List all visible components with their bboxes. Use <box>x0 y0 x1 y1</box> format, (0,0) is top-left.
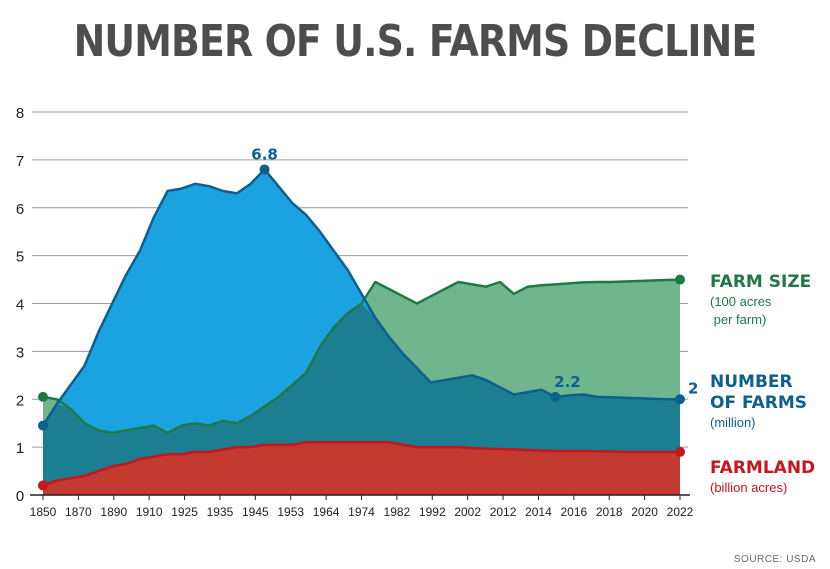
y-tick-label: 1 <box>16 440 24 457</box>
y-tick-label: 5 <box>16 249 24 266</box>
area-overlap <box>43 303 680 495</box>
marker-annotation <box>259 164 270 175</box>
legend-farms-sub: (million) <box>710 415 756 430</box>
legend-farm-size-sub1: (100 acres <box>710 294 772 309</box>
source-note: SOURCE: USDA <box>733 554 816 565</box>
y-tick-label: 4 <box>16 297 24 314</box>
chart-title: NUMBER OF U.S. FARMS DECLINE <box>73 16 758 67</box>
data-label: 6.8 <box>251 145 278 163</box>
legend-farm-size-sub2: per farm) <box>710 312 766 327</box>
x-tick-label: 2012 <box>490 505 517 519</box>
y-tick-label: 8 <box>16 105 24 122</box>
marker-farmland-start <box>38 480 48 491</box>
area-farmland <box>43 442 680 495</box>
x-tick-label: 1953 <box>277 505 304 519</box>
x-tick-label: 2016 <box>560 505 587 519</box>
marker-farms-start <box>38 420 48 431</box>
legend-farmland-title: FARMLAND <box>710 458 815 478</box>
legend: FARM SIZE (100 acres per farm) NUMBER OF… <box>710 272 815 495</box>
legend-farm-size-title: FARM SIZE <box>710 272 811 292</box>
x-tick-label: 1850 <box>30 505 57 519</box>
data-labels: 6.8 2.2 2 <box>251 145 698 397</box>
marker-farmland-end <box>675 446 685 457</box>
marker-farm-size-start <box>38 391 48 402</box>
x-tick-label: 1974 <box>348 505 375 519</box>
data-label: 2 <box>688 379 698 397</box>
line-farm_size <box>42 278 681 435</box>
y-tick-label: 6 <box>16 201 24 218</box>
x-tick-label: 1964 <box>313 505 340 519</box>
marker-annotation <box>550 391 561 402</box>
marker-farm-size-end <box>675 274 685 285</box>
x-tick-label: 2018 <box>596 505 623 519</box>
line-farms <box>41 168 680 427</box>
x-tick-label: 1992 <box>419 505 446 519</box>
chart-areas <box>43 169 680 495</box>
chart-markers <box>38 164 685 491</box>
x-tick-label: 1925 <box>171 505 198 519</box>
marker-farms-end <box>675 394 685 405</box>
legend-farmland-sub: (billion acres) <box>710 480 787 495</box>
x-tick-label: 1935 <box>207 505 234 519</box>
legend-farms-title: NUMBER <box>710 372 793 392</box>
x-tick-label: 2014 <box>525 505 552 519</box>
x-tick-label: 2002 <box>454 505 481 519</box>
x-tick-label: 1890 <box>100 505 127 519</box>
x-tick-label: 2022 <box>667 505 694 519</box>
x-tick-label: 2020 <box>631 505 658 519</box>
y-tick-label: 2 <box>16 392 24 409</box>
x-tick-label: 1910 <box>136 505 163 519</box>
x-tick-label: 1945 <box>242 505 269 519</box>
legend-farms-title2: OF FARMS <box>710 393 807 413</box>
x-tick-label: 1982 <box>384 505 411 519</box>
y-tick-label: 3 <box>16 344 24 361</box>
y-tick-label: 7 <box>16 153 24 170</box>
x-axis: 1850 1870 1890 1910 1925 1935 1945 1953 1964 1974… <box>30 494 694 519</box>
line-farmland <box>42 441 680 487</box>
x-tick-label: 1870 <box>65 505 92 519</box>
y-tick-label: 0 <box>16 488 24 505</box>
data-label: 2.2 <box>554 373 581 391</box>
chart-lines <box>41 168 681 487</box>
y-axis: 0 1 2 3 4 5 6 7 8 <box>16 105 24 505</box>
